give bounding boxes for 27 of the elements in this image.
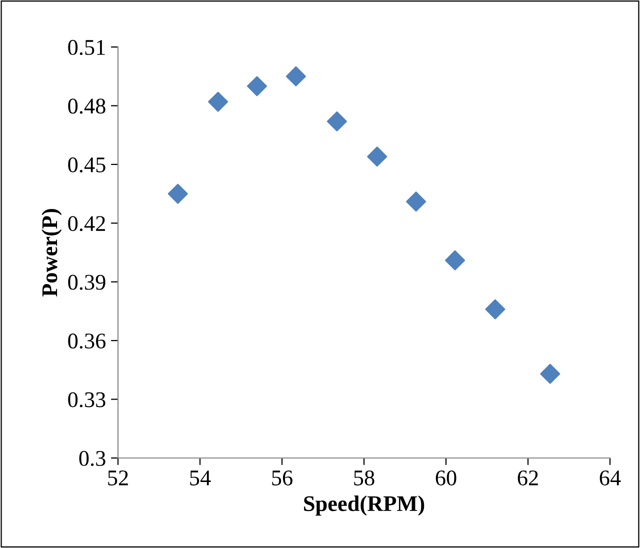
x-tick-label: 60: [436, 470, 456, 486]
y-tick-label: 0.48: [68, 98, 106, 114]
y-axis-title: Power(P): [42, 209, 62, 297]
point: [367, 146, 388, 167]
point: [326, 111, 347, 132]
x-axis-title: Speed(RPM): [304, 496, 424, 516]
y-tick-label: 0.39: [68, 274, 106, 290]
point: [208, 92, 228, 112]
point: [540, 364, 560, 384]
y-tick-label: 0.36: [68, 334, 106, 349]
x-tick-label: 54: [190, 470, 211, 486]
y-tick-label: 0.42: [68, 216, 105, 232]
point: [406, 192, 426, 212]
x-tick-label: 56: [272, 470, 292, 486]
y-tick-label: 0.33: [68, 392, 106, 408]
x-tick-label: 64: [600, 470, 621, 486]
x-tick-label: 62: [518, 470, 538, 486]
y-tick-label: 0.3: [79, 450, 106, 466]
point: [168, 184, 188, 204]
point: [286, 66, 306, 86]
x-tick-label: 58: [354, 470, 374, 486]
y-tick-label: 0.45: [68, 157, 106, 172]
x-tick-label: 52: [108, 470, 128, 486]
y-tick-label: 0.51: [68, 40, 105, 56]
point: [246, 76, 267, 96]
point: [485, 299, 506, 320]
point: [445, 250, 466, 270]
